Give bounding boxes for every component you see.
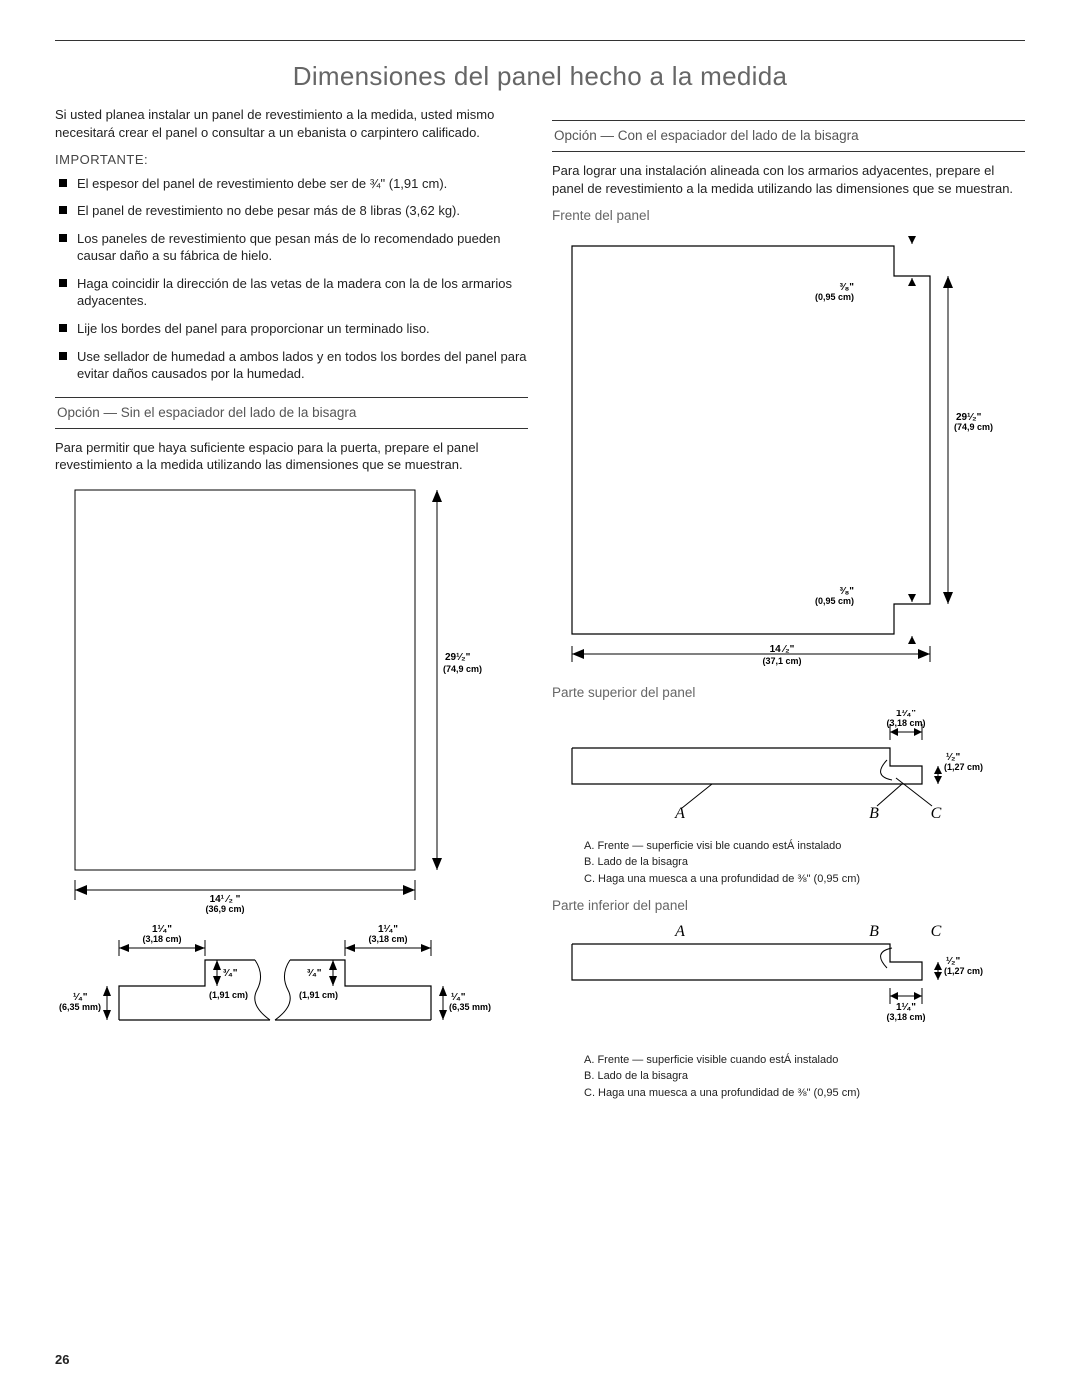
dim-h-in: 29¹⁄₂" — [445, 652, 471, 663]
dim-gap-top-cm: (0,95 cm) — [815, 292, 854, 302]
dim-bot-notch-cm: (3,18 cm) — [886, 1012, 925, 1022]
list-item: El panel de revestimiento no debe pesar … — [55, 202, 528, 220]
letter-a2: A — [674, 924, 685, 940]
letter-c: C — [931, 805, 942, 822]
opcion-b-text: Para lograr una instalación alineada con… — [552, 162, 1025, 197]
letter-c2: C — [931, 924, 942, 940]
letter-b: B — [869, 805, 879, 822]
list-item: El espesor del panel de revestimiento de… — [55, 175, 528, 193]
dim-w-cm: (36,9 cm) — [205, 904, 244, 914]
list-item: Lije los bordes del panel para proporcio… — [55, 320, 528, 338]
letter-a: A — [674, 805, 685, 822]
dim-edge-r-cm: (6,35 mm) — [449, 1002, 491, 1012]
opcion-a-text: Para permitir que haya suficiente espaci… — [55, 439, 528, 474]
diagram-front-b: ³⁄₈" (0,95 cm) ³⁄₈" (0,95 cm) 29¹⁄₂" (74… — [552, 234, 1022, 674]
page-number: 26 — [55, 1351, 69, 1369]
parte-inferior-label: Parte inferior del panel — [552, 897, 1025, 915]
section-opcion-a: Opción — Sin el espaciador del lado de l… — [55, 397, 528, 429]
right-column: Opción — Con el espaciador del lado de l… — [552, 106, 1025, 1107]
letter-b2: B — [869, 924, 879, 940]
diagram-top-profile: A B C 1¹⁄₄" (3,18 cm) ¹⁄₂" (1,27 cm) — [552, 710, 1022, 830]
legend-b2: B. Lado de la bisagra — [584, 1068, 1025, 1085]
diagram-bottom-profile: A B C ¹⁄₂" (1,27 cm) 1¹⁄₄" (3,18 cm) — [552, 924, 1022, 1044]
list-item: Haga coincidir la dirección de las vetas… — [55, 275, 528, 310]
legend-c2: C. Haga una muesca a una profundidad de … — [584, 1085, 1025, 1102]
legend-a: A. Frente — superficie visi ble cuando e… — [584, 838, 1025, 855]
intro-text: Si usted planea instalar un panel de rev… — [55, 106, 528, 141]
dim-w2-cm: (37,1 cm) — [762, 656, 801, 666]
parte-superior-label: Parte superior del panel — [552, 684, 1025, 702]
dim-h-cm: (74,9 cm) — [443, 664, 482, 674]
dim-w2-in: 14 ⁄₂" — [770, 644, 795, 655]
dim-step-l-cm: (1,91 cm) — [209, 990, 248, 1000]
dim-step-r: ³⁄₄" — [307, 968, 322, 979]
legend-c: C. Haga una muesca a una profundidad de … — [584, 871, 1025, 888]
dim-step-r-cm: (1,91 cm) — [299, 990, 338, 1000]
frente-panel-label: Frente del panel — [552, 207, 1025, 225]
legend-top: A. Frente — superficie visi ble cuando e… — [584, 838, 1025, 888]
dim-gap-bot-cm: (0,95 cm) — [815, 596, 854, 606]
importante-label: IMPORTANTE: — [55, 151, 528, 169]
dim-step-l: ³⁄₄" — [223, 968, 238, 979]
dim-edge-l-cm: (6,35 mm) — [59, 1002, 101, 1012]
dim-notch-l-cm: (3,18 cm) — [142, 934, 181, 944]
dim-top-notch-cm: (3,18 cm) — [886, 718, 925, 728]
dim-half-top-cm: (1,27 cm) — [944, 762, 983, 772]
left-column: Si usted planea instalar un panel de rev… — [55, 106, 528, 1107]
dim-half-bot-cm: (1,27 cm) — [944, 966, 983, 976]
page-title: Dimensiones del panel hecho a la medida — [55, 59, 1025, 94]
diagram-profile-a: 1¹⁄₄" (3,18 cm) 1¹⁄₄" (3,18 cm) ³⁄₄" (1,… — [55, 920, 525, 1040]
legend-b: B. Lado de la bisagra — [584, 854, 1025, 871]
importante-list: El espesor del panel de revestimiento de… — [55, 175, 528, 383]
legend-bottom: A. Frente — superficie visible cuando es… — [584, 1052, 1025, 1102]
dim-notch-r-cm: (3,18 cm) — [368, 934, 407, 944]
diagram-front-a: 29¹⁄₂" (74,9 cm) 14¹ ⁄₂ " (36,9 cm) — [55, 484, 515, 914]
legend-a2: A. Frente — superficie visible cuando es… — [584, 1052, 1025, 1069]
dim-h2-cm: (74,9 cm) — [954, 422, 993, 432]
section-opcion-b: Opción — Con el espaciador del lado de l… — [552, 120, 1025, 152]
list-item: Los paneles de revestimiento que pesan m… — [55, 230, 528, 265]
list-item: Use sellador de humedad a ambos lados y … — [55, 348, 528, 383]
